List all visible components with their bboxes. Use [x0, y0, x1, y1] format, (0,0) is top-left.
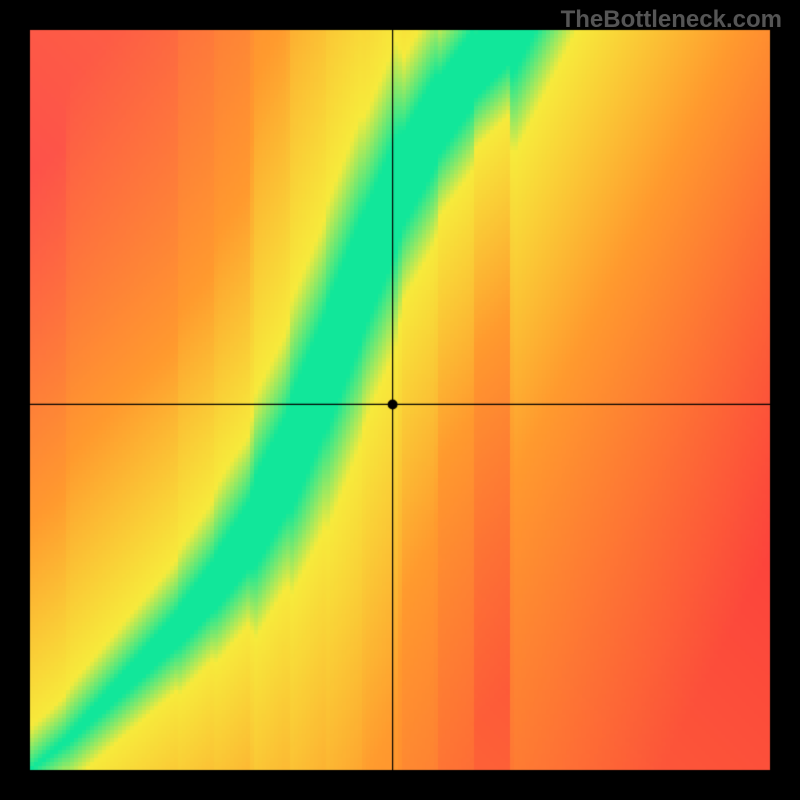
bottleneck-heatmap: TheBottleneck.com — [0, 0, 800, 800]
heatmap-canvas — [0, 0, 800, 800]
watermark-text: TheBottleneck.com — [561, 6, 782, 34]
